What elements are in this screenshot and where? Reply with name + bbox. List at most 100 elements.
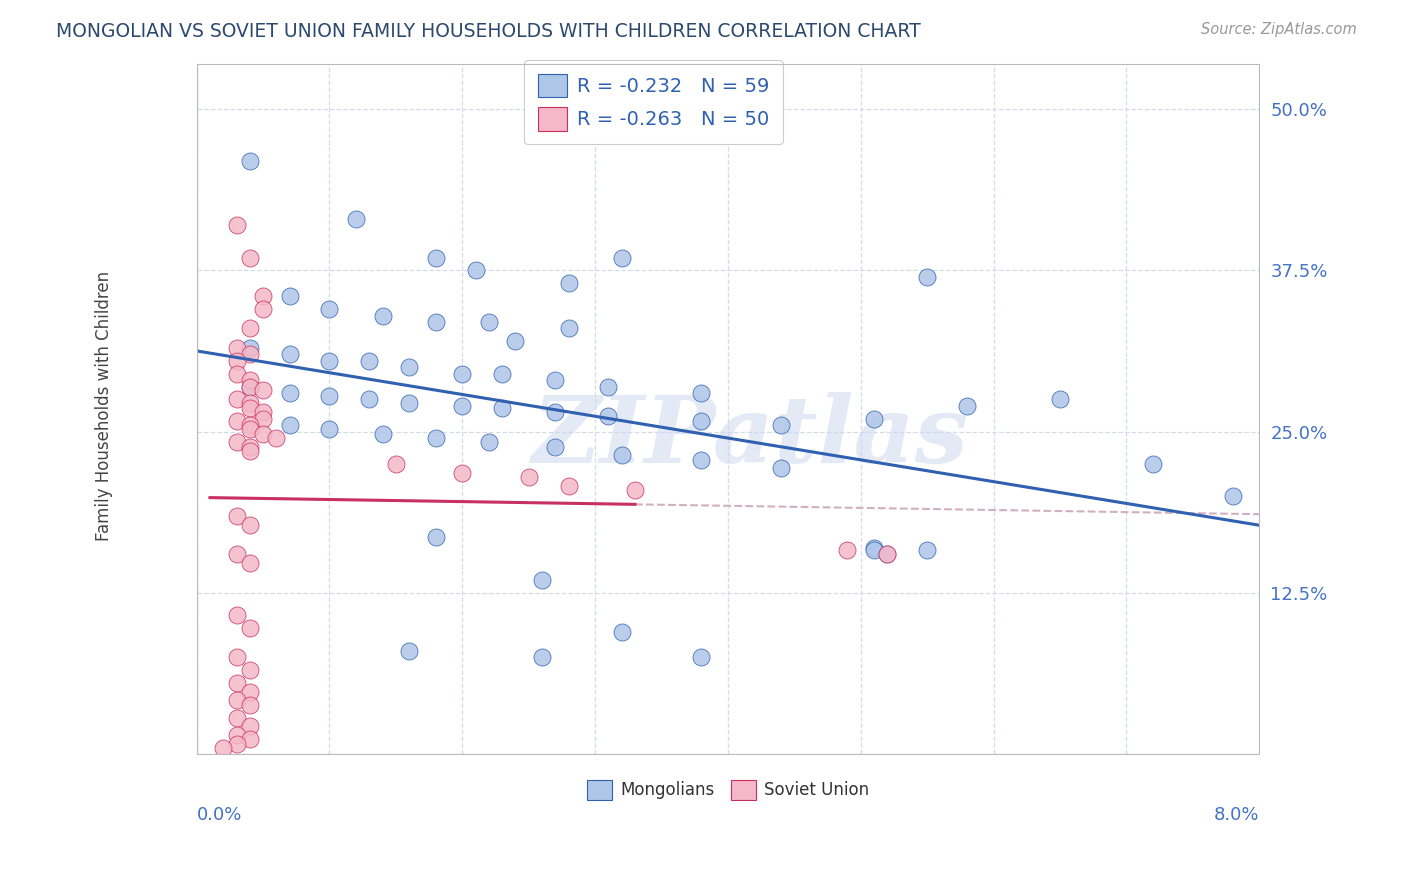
Point (239, 321, 262, 335)
Point (252, 302, 274, 317)
Point (278, 386, 301, 401)
Point (318, 388, 340, 402)
Point (544, 405, 567, 419)
Point (239, 418, 262, 433)
Point (225, 341, 247, 355)
Point (252, 427, 274, 442)
Point (239, 517, 262, 532)
Point (598, 409, 620, 424)
Point (690, 453, 713, 467)
Point (318, 353, 340, 368)
Point (464, 263, 486, 277)
Point (239, 719, 262, 733)
Point (544, 440, 567, 454)
Point (252, 405, 274, 419)
Point (225, 676, 247, 690)
Point (398, 360, 420, 375)
Point (239, 663, 262, 677)
Text: ZIPatlas: ZIPatlas (530, 392, 967, 482)
Point (491, 367, 513, 381)
Point (239, 153, 262, 168)
Point (225, 392, 247, 407)
Point (610, 251, 633, 265)
Point (278, 347, 301, 361)
Point (278, 289, 301, 303)
Text: 0.0%: 0.0% (197, 805, 242, 823)
Point (451, 466, 474, 480)
Point (544, 373, 567, 387)
Point (212, 740, 235, 755)
Point (425, 431, 447, 445)
Point (278, 418, 301, 433)
Point (690, 650, 713, 665)
Point (225, 367, 247, 381)
Point (239, 440, 262, 454)
Point (690, 414, 713, 428)
Point (371, 427, 394, 442)
Point (225, 737, 247, 751)
Point (915, 543, 938, 558)
Point (478, 434, 501, 449)
Point (425, 315, 447, 329)
Point (239, 556, 262, 570)
Point (876, 547, 898, 561)
Point (610, 448, 633, 462)
Point (225, 353, 247, 368)
Point (876, 547, 898, 561)
Point (225, 434, 247, 449)
Point (239, 621, 262, 635)
Point (398, 396, 420, 410)
Point (252, 411, 274, 425)
Point (225, 219, 247, 233)
Point (491, 401, 513, 416)
Point (557, 479, 579, 493)
Point (239, 341, 262, 355)
Point (863, 541, 886, 555)
Point (530, 573, 553, 587)
Point (252, 289, 274, 303)
Point (915, 269, 938, 284)
Point (225, 508, 247, 523)
Point (239, 347, 262, 361)
Point (239, 698, 262, 712)
Point (517, 470, 540, 484)
Point (225, 711, 247, 725)
Point (956, 399, 979, 413)
Point (530, 650, 553, 665)
Text: Family Households with Children: Family Households with Children (94, 271, 112, 541)
Text: MONGOLIAN VS SOVIET UNION FAMILY HOUSEHOLDS WITH CHILDREN CORRELATION CHART: MONGOLIAN VS SOVIET UNION FAMILY HOUSEHO… (56, 22, 921, 41)
Point (770, 418, 793, 433)
Point (610, 624, 633, 639)
Point (371, 309, 394, 323)
Point (318, 302, 340, 317)
Point (252, 384, 274, 398)
Point (239, 444, 262, 458)
Point (598, 379, 620, 393)
Legend: Mongolians, Soviet Union: Mongolians, Soviet Union (579, 772, 876, 806)
Point (837, 543, 859, 558)
Point (239, 401, 262, 416)
Point (318, 422, 340, 436)
Point (863, 411, 886, 425)
Point (239, 396, 262, 410)
Point (690, 386, 713, 401)
Point (225, 650, 247, 665)
Point (239, 379, 262, 393)
Point (425, 251, 447, 265)
Point (398, 644, 420, 658)
Point (505, 334, 527, 349)
Point (225, 607, 247, 622)
Point (385, 457, 408, 471)
Point (225, 414, 247, 428)
Point (1049, 392, 1071, 407)
Point (1142, 457, 1164, 471)
Point (239, 731, 262, 746)
Point (239, 373, 262, 387)
Point (624, 483, 647, 497)
Point (770, 460, 793, 475)
Point (557, 321, 579, 335)
Point (1222, 489, 1244, 503)
Point (359, 392, 381, 407)
Point (266, 431, 288, 445)
Point (451, 399, 474, 413)
